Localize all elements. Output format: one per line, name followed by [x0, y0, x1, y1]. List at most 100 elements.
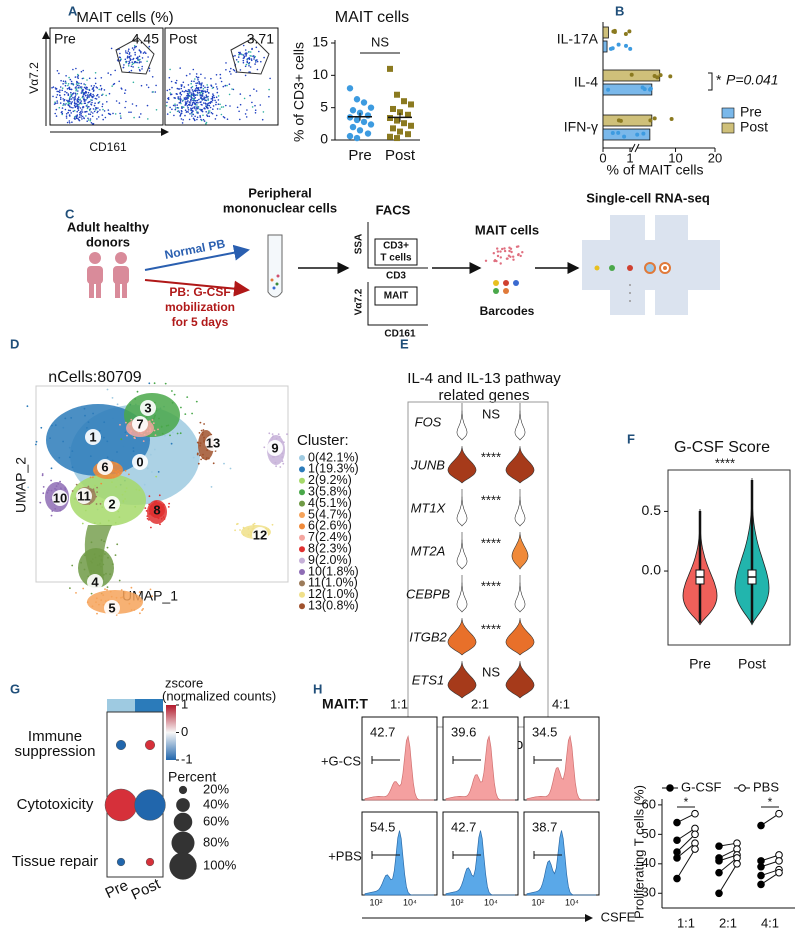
event-dot — [97, 110, 99, 113]
event-dot — [184, 104, 186, 106]
event-dot — [196, 104, 198, 106]
cell-dot — [135, 488, 138, 491]
cell-dot — [92, 476, 94, 479]
event-dot — [173, 114, 175, 117]
legend-dot — [299, 477, 305, 484]
cell-dot — [192, 456, 195, 459]
event-dot — [77, 96, 80, 98]
legend-label: 4(5.1%) — [308, 496, 352, 510]
event-dot — [236, 106, 239, 109]
legend-label: 10(1.8%) — [308, 564, 359, 578]
event-dot — [179, 101, 182, 104]
event-dot — [75, 117, 78, 120]
cell-dot — [149, 453, 152, 456]
event-dot — [197, 106, 199, 109]
cell-dot — [151, 595, 154, 598]
event-dot — [186, 90, 189, 93]
bubble — [104, 788, 138, 822]
data-dot — [757, 880, 765, 889]
event-dot — [168, 76, 171, 79]
event-dot — [204, 90, 206, 92]
cell-dot — [91, 605, 94, 608]
event-dot — [55, 115, 58, 117]
cell-dot — [170, 442, 173, 445]
event-dot — [198, 98, 200, 101]
violin — [505, 618, 535, 656]
event-dot — [194, 97, 197, 99]
event-dot — [245, 54, 248, 56]
event-dot — [65, 75, 67, 77]
cell-dot — [283, 441, 285, 444]
cell-dot — [200, 458, 203, 461]
event-dot — [180, 85, 183, 87]
event-dot — [86, 79, 88, 81]
data-dot — [775, 809, 783, 818]
cell-dot — [96, 612, 98, 615]
cell-dot — [88, 503, 91, 505]
event-dot — [101, 105, 104, 108]
event-dot — [195, 84, 198, 87]
data-dot — [346, 85, 354, 92]
label: Vα7.2 — [354, 288, 365, 315]
size-key — [178, 785, 188, 795]
event-dot — [201, 94, 204, 96]
event-dot — [146, 60, 148, 63]
event-dot — [138, 49, 141, 51]
cell-dot — [160, 426, 163, 428]
event-dot — [59, 94, 61, 96]
cell-dot — [129, 432, 132, 434]
event-dot — [128, 56, 131, 59]
cell-dot — [510, 250, 513, 254]
event-dot — [90, 99, 92, 101]
event-dot — [96, 93, 99, 96]
axis-break — [630, 143, 640, 153]
event-dot — [191, 113, 193, 115]
cell-dot — [119, 468, 122, 471]
event-dot — [90, 103, 92, 105]
cell-dot — [39, 501, 42, 504]
event-dot — [139, 61, 141, 63]
event-dot — [120, 58, 122, 60]
event-dot — [128, 52, 131, 54]
event-dot — [212, 93, 214, 95]
cell-dot — [47, 489, 50, 492]
barcode-dot — [493, 280, 499, 286]
event-dot — [93, 95, 95, 97]
event-dot — [200, 118, 202, 121]
event-dot — [148, 45, 151, 48]
event-dot — [78, 85, 80, 87]
row-label: Tissue repair — [12, 853, 98, 870]
event-dot — [244, 74, 247, 77]
cell-dot — [50, 489, 53, 492]
cell-dot — [130, 430, 133, 433]
cell-dot — [151, 419, 154, 421]
cell-dot — [180, 406, 182, 409]
cluster-area — [84, 525, 112, 580]
cell-dot — [121, 596, 124, 599]
cluster-badge — [140, 400, 156, 416]
event-dot — [223, 116, 226, 119]
event-dot — [245, 63, 248, 66]
event-dot — [166, 113, 169, 115]
x-tick-label: 2:1 — [719, 915, 737, 930]
legend-label: Post — [740, 119, 768, 135]
legend-label: 9(2.0%) — [308, 553, 352, 567]
event-dot — [133, 47, 136, 49]
cell-dot — [89, 489, 92, 491]
cell-dot — [186, 396, 189, 398]
data-dot — [394, 117, 400, 124]
event-dot — [63, 93, 66, 96]
cell-dot — [141, 609, 144, 611]
event-dot — [209, 106, 212, 109]
cell-dot — [119, 423, 121, 426]
legend-dot — [299, 557, 305, 564]
bar — [602, 128, 651, 141]
cell-dot — [97, 472, 99, 475]
cluster-badge — [104, 496, 120, 512]
cell-dot — [55, 489, 58, 491]
event-dot — [201, 97, 203, 100]
cell-dot — [279, 466, 282, 468]
event-dot — [95, 109, 97, 111]
event-dot — [69, 109, 71, 112]
event-dot — [137, 58, 139, 60]
